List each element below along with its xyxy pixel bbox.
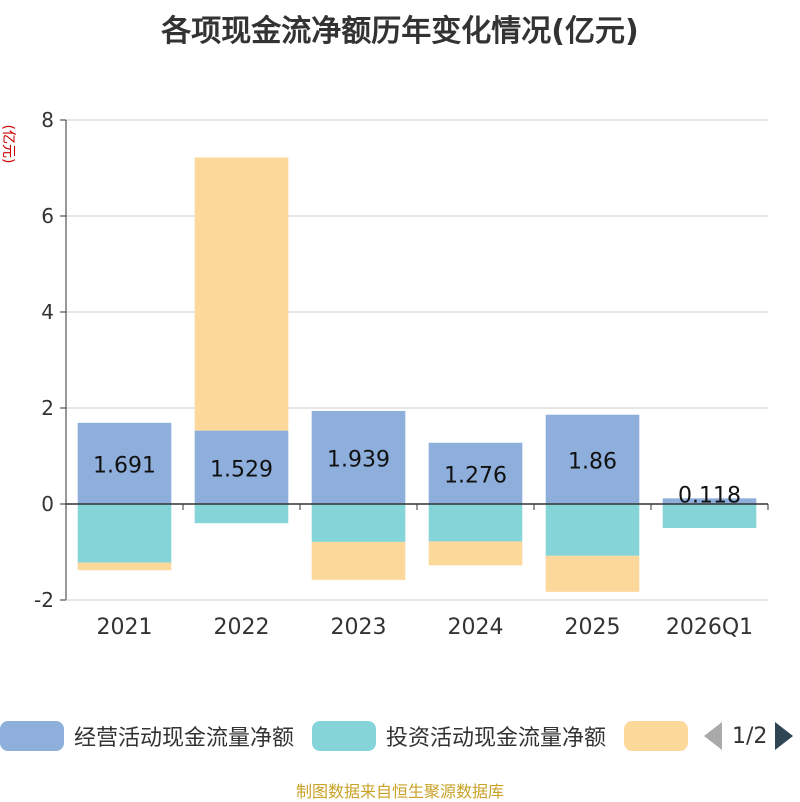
bar-operating-2026Q1 bbox=[662, 498, 757, 504]
legend-page-indicator: 1/2 bbox=[732, 723, 768, 749]
bar-financing-2022 bbox=[194, 157, 289, 431]
x-tick-label: 2024 bbox=[448, 615, 504, 640]
bar-operating-2021 bbox=[77, 422, 172, 504]
data-label-2022: 1.529 bbox=[210, 457, 273, 482]
bar-investing-2024 bbox=[428, 504, 523, 542]
y-tick-label: -2 bbox=[34, 588, 54, 612]
bar-operating-2022 bbox=[194, 430, 289, 504]
bar-operating-2023 bbox=[311, 410, 406, 504]
legend: 经营活动现金流量净额 投资活动现金流量净额 bbox=[0, 716, 716, 756]
source-note: 制图数据来自恒生聚源数据库 bbox=[295, 782, 504, 801]
data-label-2026Q1: 0.118 bbox=[678, 483, 741, 508]
bar-investing-2022 bbox=[194, 504, 289, 524]
x-tick-label: 2021 bbox=[97, 615, 153, 640]
legend-pager: 1/2 bbox=[700, 716, 800, 756]
legend-item-investing[interactable]: 投资活动现金流量净额 bbox=[312, 720, 606, 752]
bar-financing-2024 bbox=[428, 541, 523, 566]
bar-financing-2023 bbox=[311, 541, 406, 580]
legend-prev-icon[interactable] bbox=[704, 722, 722, 750]
bar-investing-2023 bbox=[311, 504, 406, 542]
x-tick-label: 2023 bbox=[331, 615, 387, 640]
bar-investing-2021 bbox=[77, 504, 172, 563]
y-tick-label: 2 bbox=[41, 396, 54, 420]
bar-investing-2026Q1 bbox=[662, 504, 757, 528]
y-tick-label: 8 bbox=[41, 108, 54, 132]
legend-swatch-operating bbox=[0, 721, 64, 751]
x-tick-label: 2026Q1 bbox=[666, 615, 753, 640]
legend-item-financing[interactable] bbox=[624, 721, 698, 751]
bar-operating-2024 bbox=[428, 442, 523, 504]
x-tick-label: 2022 bbox=[214, 615, 270, 640]
legend-next-icon[interactable] bbox=[775, 722, 794, 750]
data-label-2024: 1.276 bbox=[444, 463, 507, 488]
y-tick-label: 4 bbox=[41, 300, 54, 324]
data-label-2025: 1.86 bbox=[568, 449, 617, 474]
data-label-2023: 1.939 bbox=[327, 447, 390, 472]
y-tick-label: 0 bbox=[41, 492, 54, 516]
chart-title: 各项现金流净额历年变化情况(亿元) bbox=[161, 14, 639, 49]
y-tick-label: 6 bbox=[41, 204, 54, 228]
bar-financing-2021 bbox=[77, 562, 172, 571]
legend-label-operating: 经营活动现金流量净额 bbox=[74, 726, 295, 751]
x-tick-label: 2025 bbox=[565, 615, 621, 640]
data-label-2021: 1.691 bbox=[93, 453, 156, 478]
legend-item-operating[interactable]: 经营活动现金流量净额 bbox=[0, 720, 294, 752]
legend-swatch-financing bbox=[624, 721, 689, 751]
bar-investing-2025 bbox=[545, 504, 640, 556]
bar-operating-2025 bbox=[545, 414, 640, 504]
legend-swatch-investing bbox=[312, 721, 377, 751]
y-axis-label: (亿元) bbox=[0, 125, 16, 164]
bar-financing-2025 bbox=[545, 555, 640, 592]
legend-label-investing: 投资活动现金流量净额 bbox=[386, 726, 607, 751]
